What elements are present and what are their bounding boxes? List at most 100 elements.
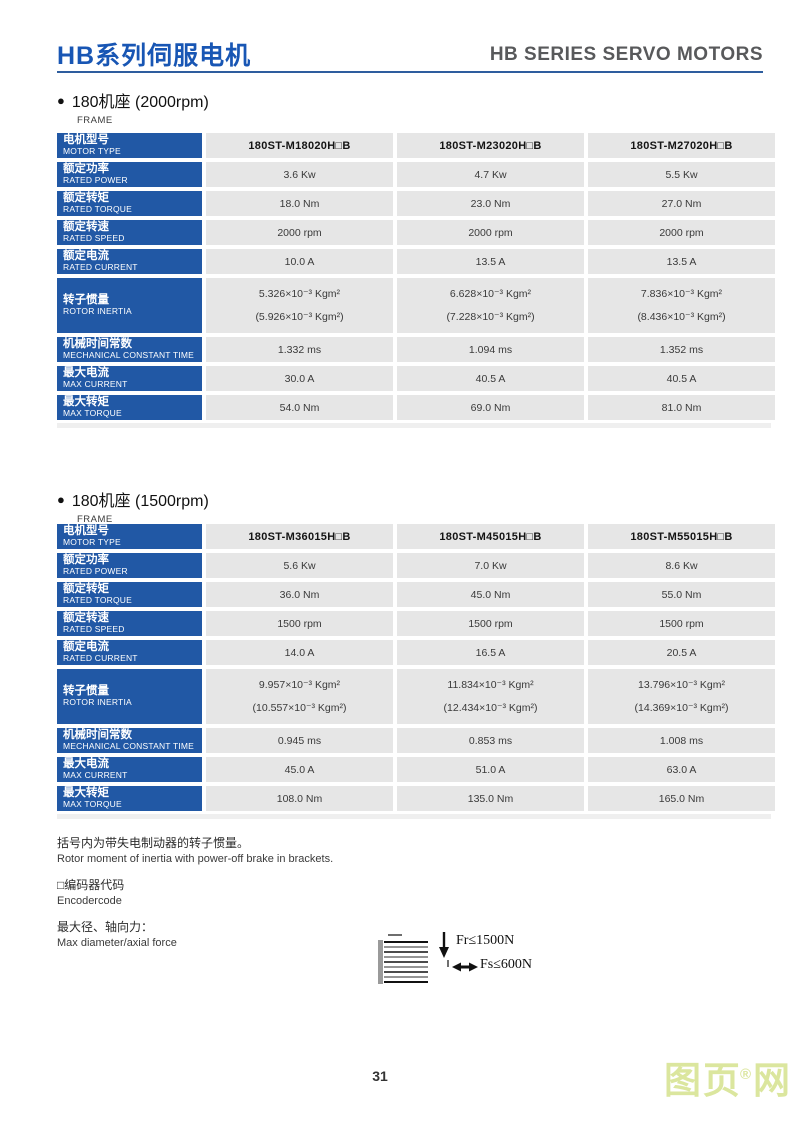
row-label: 额定功率 RATED POWER bbox=[57, 162, 202, 187]
section-title: 180机座 (2000rpm) bbox=[71, 94, 209, 111]
row-label-en: RATED CURRENT bbox=[63, 653, 138, 664]
row-label-zh: 额定转矩 bbox=[63, 583, 109, 596]
value-cell: 11.834×10⁻³ Kgm² (12.434×10⁻³ Kgm²) bbox=[397, 669, 584, 724]
value-cell: 8.6 Kw bbox=[588, 553, 775, 578]
note-en: Encodercode bbox=[57, 895, 122, 907]
value-cell: 7.0 Kw bbox=[397, 553, 584, 578]
row-label: 额定电流 RATED CURRENT bbox=[57, 249, 202, 274]
value-cell: 165.0 Nm bbox=[588, 786, 775, 811]
row-label-en: RATED SPEED bbox=[63, 233, 125, 244]
row-label-zh: 额定转速 bbox=[63, 612, 109, 625]
table-row: 最大转矩 MAX TORQUE 108.0 Nm 135.0 Nm 165.0 Nm bbox=[57, 786, 775, 811]
value-cell: 45.0 Nm bbox=[397, 582, 584, 607]
footnotes: 括号内为带失电制动器的转子惯量。 Rotor moment of inertia… bbox=[57, 834, 333, 960]
value-cell: 5.326×10⁻³ Kgm² (5.926×10⁻³ Kgm²) bbox=[206, 278, 393, 333]
watermark-tail: 网 bbox=[753, 1060, 792, 1101]
row-label-zh: 电机型号 bbox=[63, 134, 109, 147]
value-cell: 23.0 Nm bbox=[397, 191, 584, 216]
row-label-zh: 额定电流 bbox=[63, 250, 109, 263]
value-cell: 5.5 Kw bbox=[588, 162, 775, 187]
row-label-zh: 额定功率 bbox=[63, 554, 109, 567]
table-row: 电机型号 MOTOR TYPE 180ST-M36015H□B 180ST-M4501… bbox=[57, 524, 775, 549]
row-label-zh: 机械时间常数 bbox=[63, 338, 132, 351]
row-label-en: ROTOR INERTIA bbox=[63, 697, 132, 708]
table-row: 机械时间常数 MECHANICAL CONSTANT TIME 0.945 ms 0.… bbox=[57, 728, 775, 753]
table-shadow bbox=[57, 423, 771, 428]
section-subtitle: FRAME bbox=[77, 115, 113, 126]
row-label: 机械时间常数 MECHANICAL CONSTANT TIME bbox=[57, 337, 202, 362]
row-label-zh: 额定转速 bbox=[63, 221, 109, 234]
value-cell: 18.0 Nm bbox=[206, 191, 393, 216]
row-label-zh: 最大转矩 bbox=[63, 787, 109, 800]
row-label: 额定转矩 RATED TORQUE bbox=[57, 191, 202, 216]
table-row: 电机型号 MOTOR TYPE 180ST-M18020H□B 180ST-M2302… bbox=[57, 133, 775, 158]
row-label: 最大电流 MAX CURRENT bbox=[57, 757, 202, 782]
spec-table-1500rpm: 电机型号 MOTOR TYPE 180ST-M36015H□B 180ST-M4501… bbox=[57, 524, 775, 815]
value-cell: 16.5 A bbox=[397, 640, 584, 665]
row-label: 电机型号 MOTOR TYPE bbox=[57, 524, 202, 549]
row-label-en: MECHANICAL CONSTANT TIME bbox=[63, 350, 195, 361]
row-label-zh: 额定功率 bbox=[63, 163, 109, 176]
value-cell: 1.332 ms bbox=[206, 337, 393, 362]
value-cell: 55.0 Nm bbox=[588, 582, 775, 607]
note-encoder-code: □编码器代码 Encodercode bbox=[57, 876, 333, 907]
value-cell: 27.0 Nm bbox=[588, 191, 775, 216]
value-cell: 9.957×10⁻³ Kgm² (10.557×10⁻³ Kgm²) bbox=[206, 669, 393, 724]
row-label: 额定转速 RATED SPEED bbox=[57, 220, 202, 245]
table-row: 额定转矩 RATED TORQUE 36.0 Nm 45.0 Nm 55.0 Nm bbox=[57, 582, 775, 607]
table-row: 额定电流 RATED CURRENT 14.0 A 16.5 A 20.5 A bbox=[57, 640, 775, 665]
value-cell: 36.0 Nm bbox=[206, 582, 393, 607]
table-row: 转子惯量 ROTOR INERTIA 9.957×10⁻³ Kgm² (10.557×… bbox=[57, 669, 775, 724]
row-label-en: RATED POWER bbox=[63, 175, 128, 186]
value-cell: 5.6 Kw bbox=[206, 553, 393, 578]
row-label-en: MAX CURRENT bbox=[63, 770, 128, 781]
value-cell: 108.0 Nm bbox=[206, 786, 393, 811]
table-row: 额定转速 RATED SPEED 2000 rpm 2000 rpm 2000 rpm bbox=[57, 220, 775, 245]
value-cell: 63.0 A bbox=[588, 757, 775, 782]
bullet-icon: ● bbox=[57, 491, 65, 507]
shaft-force-diagram: Fr≤1500N Fs≤600N bbox=[368, 926, 568, 996]
row-label-zh: 最大转矩 bbox=[63, 396, 109, 409]
row-label-en: MOTOR TYPE bbox=[63, 537, 121, 548]
table-row: 额定功率 RATED POWER 3.6 Kw 4.7 Kw 5.5 Kw bbox=[57, 162, 775, 187]
value-cell: 10.0 A bbox=[206, 249, 393, 274]
row-label: 额定转矩 RATED TORQUE bbox=[57, 582, 202, 607]
row-label-en: MECHANICAL CONSTANT TIME bbox=[63, 741, 195, 752]
motor-type-cell: 180ST-M18020H□B bbox=[206, 133, 393, 158]
value-cell: 0.945 ms bbox=[206, 728, 393, 753]
page-title-zh: HB系列伺服电机 bbox=[57, 42, 252, 70]
row-label-zh: 转子惯量 bbox=[63, 294, 109, 307]
row-label-en: MAX CURRENT bbox=[63, 379, 128, 390]
note-zh: □编码器代码 bbox=[57, 878, 125, 892]
row-label-en: MOTOR TYPE bbox=[63, 146, 121, 157]
watermark-main: 图页 bbox=[663, 1060, 742, 1101]
note-zh: 最大径、轴向力： bbox=[57, 920, 154, 934]
value-cell: 1500 rpm bbox=[397, 611, 584, 636]
motor-type-cell: 180ST-M36015H□B bbox=[206, 524, 393, 549]
value-cell: 30.0 A bbox=[206, 366, 393, 391]
row-label-en: MAX TORQUE bbox=[63, 408, 122, 419]
section-title: 180机座 (1500rpm) bbox=[71, 493, 209, 510]
note-en: Max diameter/axial force bbox=[57, 937, 177, 949]
row-label-zh: 转子惯量 bbox=[63, 685, 109, 698]
table-row: 额定功率 RATED POWER 5.6 Kw 7.0 Kw 8.6 Kw bbox=[57, 553, 775, 578]
value-cell: 1.352 ms bbox=[588, 337, 775, 362]
motor-type-cell: 180ST-M27020H□B bbox=[588, 133, 775, 158]
note-axial-force: 最大径、轴向力： Max diameter/axial force bbox=[57, 918, 333, 949]
row-label: 机械时间常数 MECHANICAL CONSTANT TIME bbox=[57, 728, 202, 753]
value-cell: 14.0 A bbox=[206, 640, 393, 665]
row-label: 最大电流 MAX CURRENT bbox=[57, 366, 202, 391]
value-cell: 69.0 Nm bbox=[397, 395, 584, 420]
row-label-en: RATED SPEED bbox=[63, 624, 125, 635]
row-label-en: RATED POWER bbox=[63, 566, 128, 577]
motor-type-cell: 180ST-M23020H□B bbox=[397, 133, 584, 158]
note-zh: 括号内为带失电制动器的转子惯量。 bbox=[57, 836, 250, 850]
value-cell: 6.628×10⁻³ Kgm² (7.228×10⁻³ Kgm²) bbox=[397, 278, 584, 333]
value-cell: 40.5 A bbox=[588, 366, 775, 391]
row-label-zh: 电机型号 bbox=[63, 525, 109, 538]
table-row: 最大转矩 MAX TORQUE 54.0 Nm 69.0 Nm 81.0 Nm bbox=[57, 395, 775, 420]
value-cell: 45.0 A bbox=[206, 757, 393, 782]
table-row: 机械时间常数 MECHANICAL CONSTANT TIME 1.332 ms 1.… bbox=[57, 337, 775, 362]
table-row: 最大电流 MAX CURRENT 45.0 A 51.0 A 63.0 A bbox=[57, 757, 775, 782]
